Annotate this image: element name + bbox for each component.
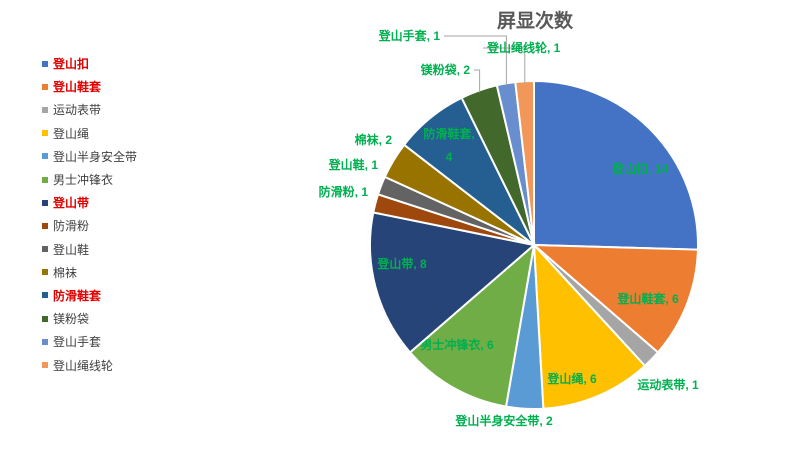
pie-slice	[531, 243, 699, 354]
legend-item: 男士冲锋衣	[42, 168, 137, 191]
data-label: 登山带, 8	[376, 256, 427, 271]
chart-title: 屏显次数	[496, 11, 573, 32]
legend-swatch	[42, 338, 48, 345]
legend-item: 登山扣	[42, 52, 137, 75]
legend-item: 登山绳线轮	[42, 353, 137, 376]
pie-slice	[533, 79, 699, 251]
legend-swatch	[42, 153, 48, 160]
legend-label: 棉袜	[53, 265, 78, 280]
data-label: 镁粉袋, 2	[421, 62, 471, 77]
legend-swatch	[42, 83, 48, 90]
data-label: 登山鞋套, 6	[616, 291, 679, 306]
legend-item: 登山半身安全带	[42, 145, 137, 168]
legend-swatch	[42, 362, 48, 369]
legend-label: 登山绳线轮	[53, 358, 114, 373]
legend-item: 镁粉袋	[42, 307, 137, 330]
legend-swatch	[42, 176, 48, 183]
legend-item: 登山手套	[42, 330, 137, 353]
data-label: 登山绳, 6	[546, 371, 597, 386]
legend-item: 登山绳	[42, 122, 137, 145]
legend-item: 防滑鞋套	[42, 284, 137, 307]
legend-item: 登山鞋套	[42, 75, 137, 98]
legend: 登山扣登山鞋套运动表带登山绳登山半身安全带 男士冲锋衣登山带防滑粉登山鞋棉袜防滑鞋…	[42, 52, 137, 377]
data-label: 登山绳线轮, 1	[486, 40, 561, 55]
pie-slice	[532, 242, 647, 410]
data-label: 防滑粉, 1	[319, 184, 369, 199]
legend-swatch	[42, 222, 48, 229]
data-label: 运动表带, 1	[637, 377, 699, 392]
leader-line	[483, 47, 526, 84]
legend-swatch	[42, 292, 48, 299]
pie-slice	[408, 242, 536, 408]
leader-line	[444, 35, 507, 86]
pie-slice	[369, 211, 537, 354]
legend-label: 登山带	[53, 196, 90, 211]
data-label: 登山扣, 14	[611, 161, 668, 176]
legend-item: 防滑粉	[42, 214, 137, 237]
legend-label: 运动表带	[53, 103, 102, 118]
legend-swatch	[42, 246, 48, 253]
legend-label: 登山绳	[53, 126, 90, 141]
legend-item: 棉袜	[42, 261, 137, 284]
data-label: 棉袜, 2	[355, 132, 393, 147]
legend-swatch	[42, 315, 48, 322]
legend-item: 登山带	[42, 191, 137, 214]
data-label: 男士冲锋衣, 6	[420, 337, 494, 352]
legend-label: 防滑鞋套	[53, 288, 102, 303]
data-label: 防滑鞋套, 4	[423, 126, 474, 164]
legend-label: 登山半身安全带	[53, 149, 138, 164]
data-label: 登山鞋, 1	[328, 157, 379, 172]
legend-label: 登山鞋	[53, 242, 90, 257]
legend-swatch	[42, 269, 48, 276]
legend-label: 镁粉袋	[53, 312, 90, 327]
data-label: 登山手套, 1	[378, 28, 441, 43]
legend-label: 防滑粉	[53, 219, 90, 234]
legend-swatch	[42, 199, 48, 206]
legend-label: 登山鞋套	[53, 80, 102, 95]
legend-label: 登山扣	[53, 57, 90, 72]
legend-swatch	[42, 106, 48, 113]
legend-item: 登山鞋	[42, 238, 137, 261]
legend-swatch	[42, 60, 48, 67]
leader-line	[474, 69, 481, 93]
legend-label: 登山手套	[53, 335, 102, 350]
legend-swatch	[42, 130, 48, 137]
legend-item: 运动表带	[42, 98, 137, 121]
data-label: 登山半身安全带, 2	[454, 413, 553, 428]
legend-label: 男士冲锋衣	[53, 173, 114, 188]
